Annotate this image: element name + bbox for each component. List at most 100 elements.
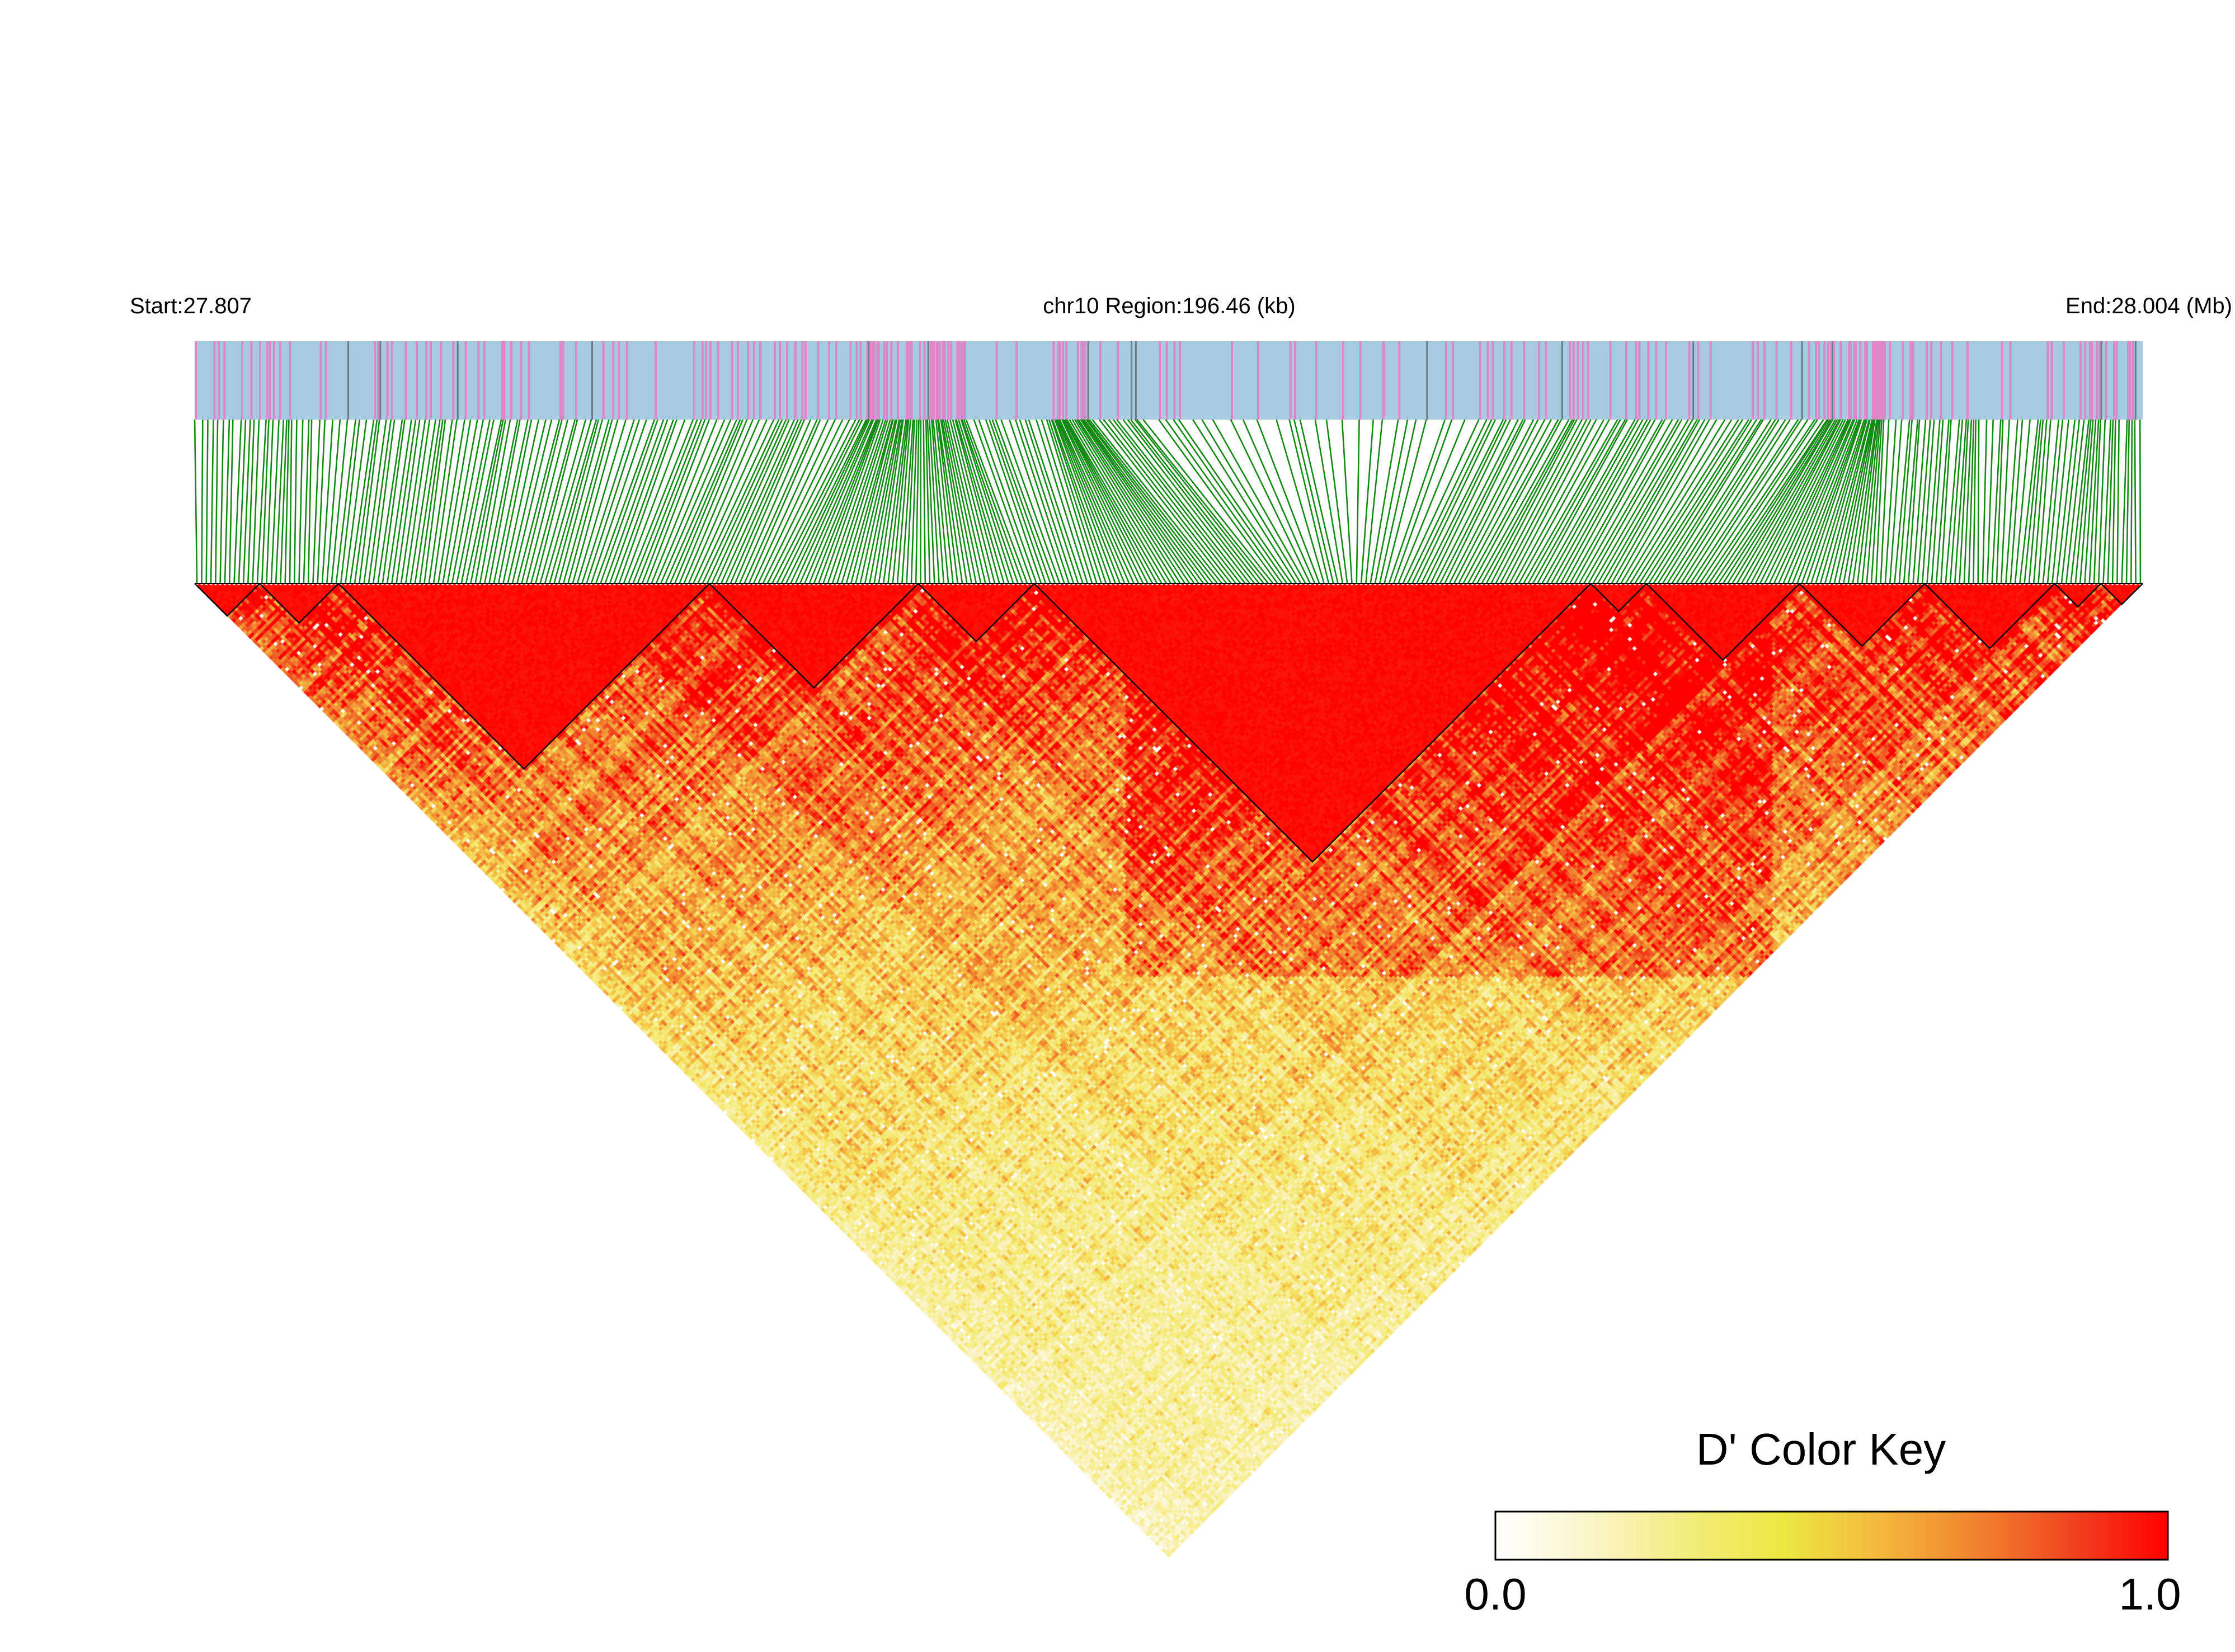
gene-track-mark	[947, 341, 950, 420]
gene-track-mark	[2112, 341, 2115, 420]
end-label: End:28.004 (Mb)	[2065, 294, 2232, 318]
gene-track	[195, 341, 2143, 420]
gene-track-mark	[1625, 341, 1628, 420]
gene-track-mark	[877, 341, 880, 420]
gene-track-mark	[896, 341, 899, 420]
gene-track-mark	[1940, 341, 1942, 420]
gene-track-mark	[377, 341, 379, 420]
gene-track-mark	[828, 341, 831, 420]
color-key-max-label: 1.0	[2119, 1569, 2181, 1619]
gene-track-mark	[1572, 341, 1575, 420]
gene-track-mark	[1230, 341, 1233, 420]
gene-track-mark	[2127, 341, 2130, 420]
gene-track-mark	[1444, 341, 1447, 420]
gene-track-mark	[1080, 341, 1083, 420]
gene-track-mark	[2079, 341, 2082, 420]
gene-track-mark	[709, 341, 712, 420]
gene-track-mark	[2096, 341, 2098, 420]
gene-track-mark	[1117, 341, 1119, 420]
gene-track-mark	[1065, 341, 1068, 420]
gene-track-mark	[958, 341, 961, 420]
gene-track-mark	[1926, 341, 1928, 420]
gene-track-mark	[1853, 341, 1856, 420]
gene-track-mark	[872, 341, 874, 420]
gene-track-mark	[923, 341, 926, 420]
gene-track-mark	[2115, 341, 2118, 420]
gene-track-mark	[279, 341, 281, 420]
gene-track-mark	[931, 341, 934, 420]
gene-track-mark	[528, 341, 530, 420]
gene-track-mark	[849, 341, 852, 420]
gene-track-mark	[747, 341, 750, 420]
gene-track-mark	[1076, 341, 1079, 420]
gene-track-mark	[390, 341, 393, 420]
gene-track-mark	[1655, 341, 1658, 420]
gene-track-mark	[241, 341, 244, 420]
gene-track-mark	[859, 341, 862, 420]
gene-track-mark	[909, 341, 911, 420]
gene-track-mark	[324, 341, 327, 420]
gene-track-mark	[2084, 341, 2087, 420]
gene-track-mark	[1697, 341, 1700, 420]
gene-track-mark	[1545, 341, 1547, 420]
gene-track-mark	[2062, 341, 2065, 420]
gene-track-mark	[1801, 341, 1803, 420]
haplotype-block-outline	[194, 583, 260, 617]
gene-track-mark	[1057, 341, 1060, 420]
gene-track-mark	[2009, 341, 2012, 420]
gene-track-mark	[1692, 341, 1695, 420]
gene-track-mark	[1635, 341, 1638, 420]
start-label: Start:27.807	[130, 294, 252, 318]
haplotype-block-outline	[2100, 583, 2143, 605]
gene-track-mark	[1099, 341, 1102, 420]
gene-track-mark	[1877, 341, 1880, 420]
gene-track-mark	[1866, 341, 1869, 420]
gene-track-mark	[927, 341, 929, 420]
haplotype-block-outline	[1924, 583, 2055, 649]
gene-track-mark	[938, 341, 941, 420]
gene-track-mark	[1382, 341, 1385, 420]
gene-track-mark	[1315, 341, 1318, 420]
gene-track-mark	[779, 341, 782, 420]
gene-track-mark	[1833, 341, 1836, 420]
gene-track-mark	[1790, 341, 1792, 420]
gene-track-mark	[1609, 341, 1612, 420]
gene-track-mark	[612, 341, 615, 420]
region-label: chr10 Region:196.46 (kb)	[1043, 294, 1295, 318]
gene-track-mark	[575, 341, 577, 420]
gene-track-mark	[883, 341, 886, 420]
gene-track-mark	[1084, 341, 1086, 420]
gene-track-mark	[195, 341, 197, 420]
gene-track-mark	[1062, 341, 1065, 420]
gene-track-mark	[1294, 341, 1297, 420]
haplotype-block-outline	[709, 583, 919, 689]
gene-track-mark	[995, 341, 998, 420]
gene-track-mark	[717, 341, 719, 420]
gene-track-mark	[1638, 341, 1641, 420]
gene-track-mark	[1426, 341, 1428, 420]
gene-track-mark	[483, 341, 486, 420]
gene-track-mark	[1561, 341, 1563, 420]
gene-track-mark	[835, 341, 837, 420]
gene-track-mark	[929, 341, 932, 420]
gene-track-mark	[1342, 341, 1344, 420]
gene-track-mark	[736, 341, 739, 420]
gene-track-mark	[1832, 341, 1834, 420]
gene-track-mark	[1912, 341, 1914, 420]
gene-track-mark	[591, 341, 593, 420]
gene-track-mark	[804, 341, 807, 420]
snp-connector-lines	[194, 419, 2142, 584]
gene-track-mark	[962, 341, 964, 420]
gene-track-mark	[964, 341, 967, 420]
gene-track-mark	[1577, 341, 1579, 420]
gene-track-mark	[266, 341, 269, 420]
gene-track-mark	[1523, 341, 1526, 420]
gene-track-mark	[319, 341, 322, 420]
gene-track-mark	[1880, 341, 1883, 420]
gene-track-mark	[1902, 341, 1904, 420]
ld-heatmap-triangle	[195, 583, 2143, 1560]
gene-track-mark	[1930, 341, 1933, 420]
header-labels: Start:27.807 chr10 Region:196.46 (kb) En…	[130, 294, 2232, 318]
gene-track-mark	[1864, 341, 1867, 420]
gene-track-mark	[906, 341, 909, 420]
